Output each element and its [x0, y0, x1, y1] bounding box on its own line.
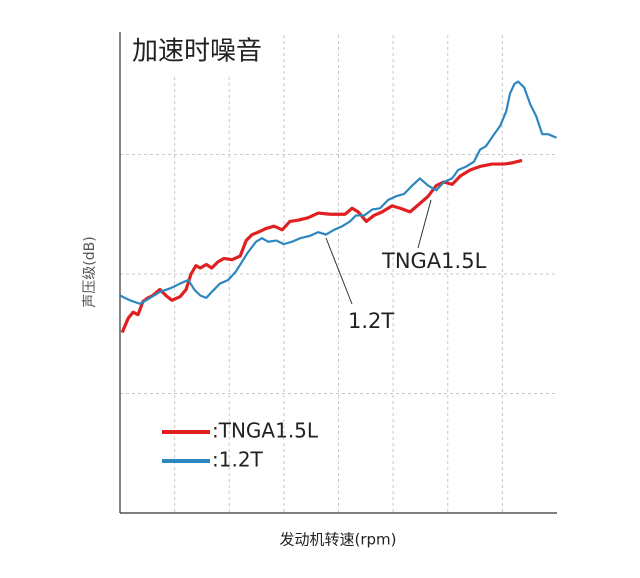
line — [120, 158, 523, 334]
title-box — [122, 30, 282, 74]
annotation: 1.2T — [348, 309, 394, 333]
y-axis-label: 声压级(dB) — [82, 236, 98, 307]
x-axis-label: 发动机转速(rpm) — [279, 531, 396, 549]
leader-line — [325, 237, 353, 305]
legend-label: :1.2T — [212, 448, 264, 472]
legend-label: :TNGA1.5L — [212, 419, 319, 443]
annotation: TNGA1.5L — [381, 249, 487, 273]
leader-line — [417, 199, 432, 249]
chart-title: 加速时噪音 — [132, 37, 262, 67]
line — [119, 80, 557, 305]
